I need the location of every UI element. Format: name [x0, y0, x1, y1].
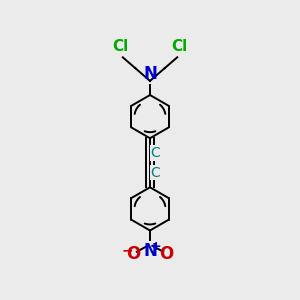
Text: O: O [160, 245, 174, 263]
Text: +: + [150, 240, 161, 253]
Text: Cl: Cl [112, 39, 128, 54]
Text: C: C [151, 146, 160, 160]
Text: C: C [151, 166, 160, 180]
Text: N: N [143, 242, 157, 260]
Text: −: − [122, 243, 133, 257]
Text: Cl: Cl [172, 39, 188, 54]
Text: N: N [143, 65, 157, 83]
Text: O: O [126, 245, 140, 263]
